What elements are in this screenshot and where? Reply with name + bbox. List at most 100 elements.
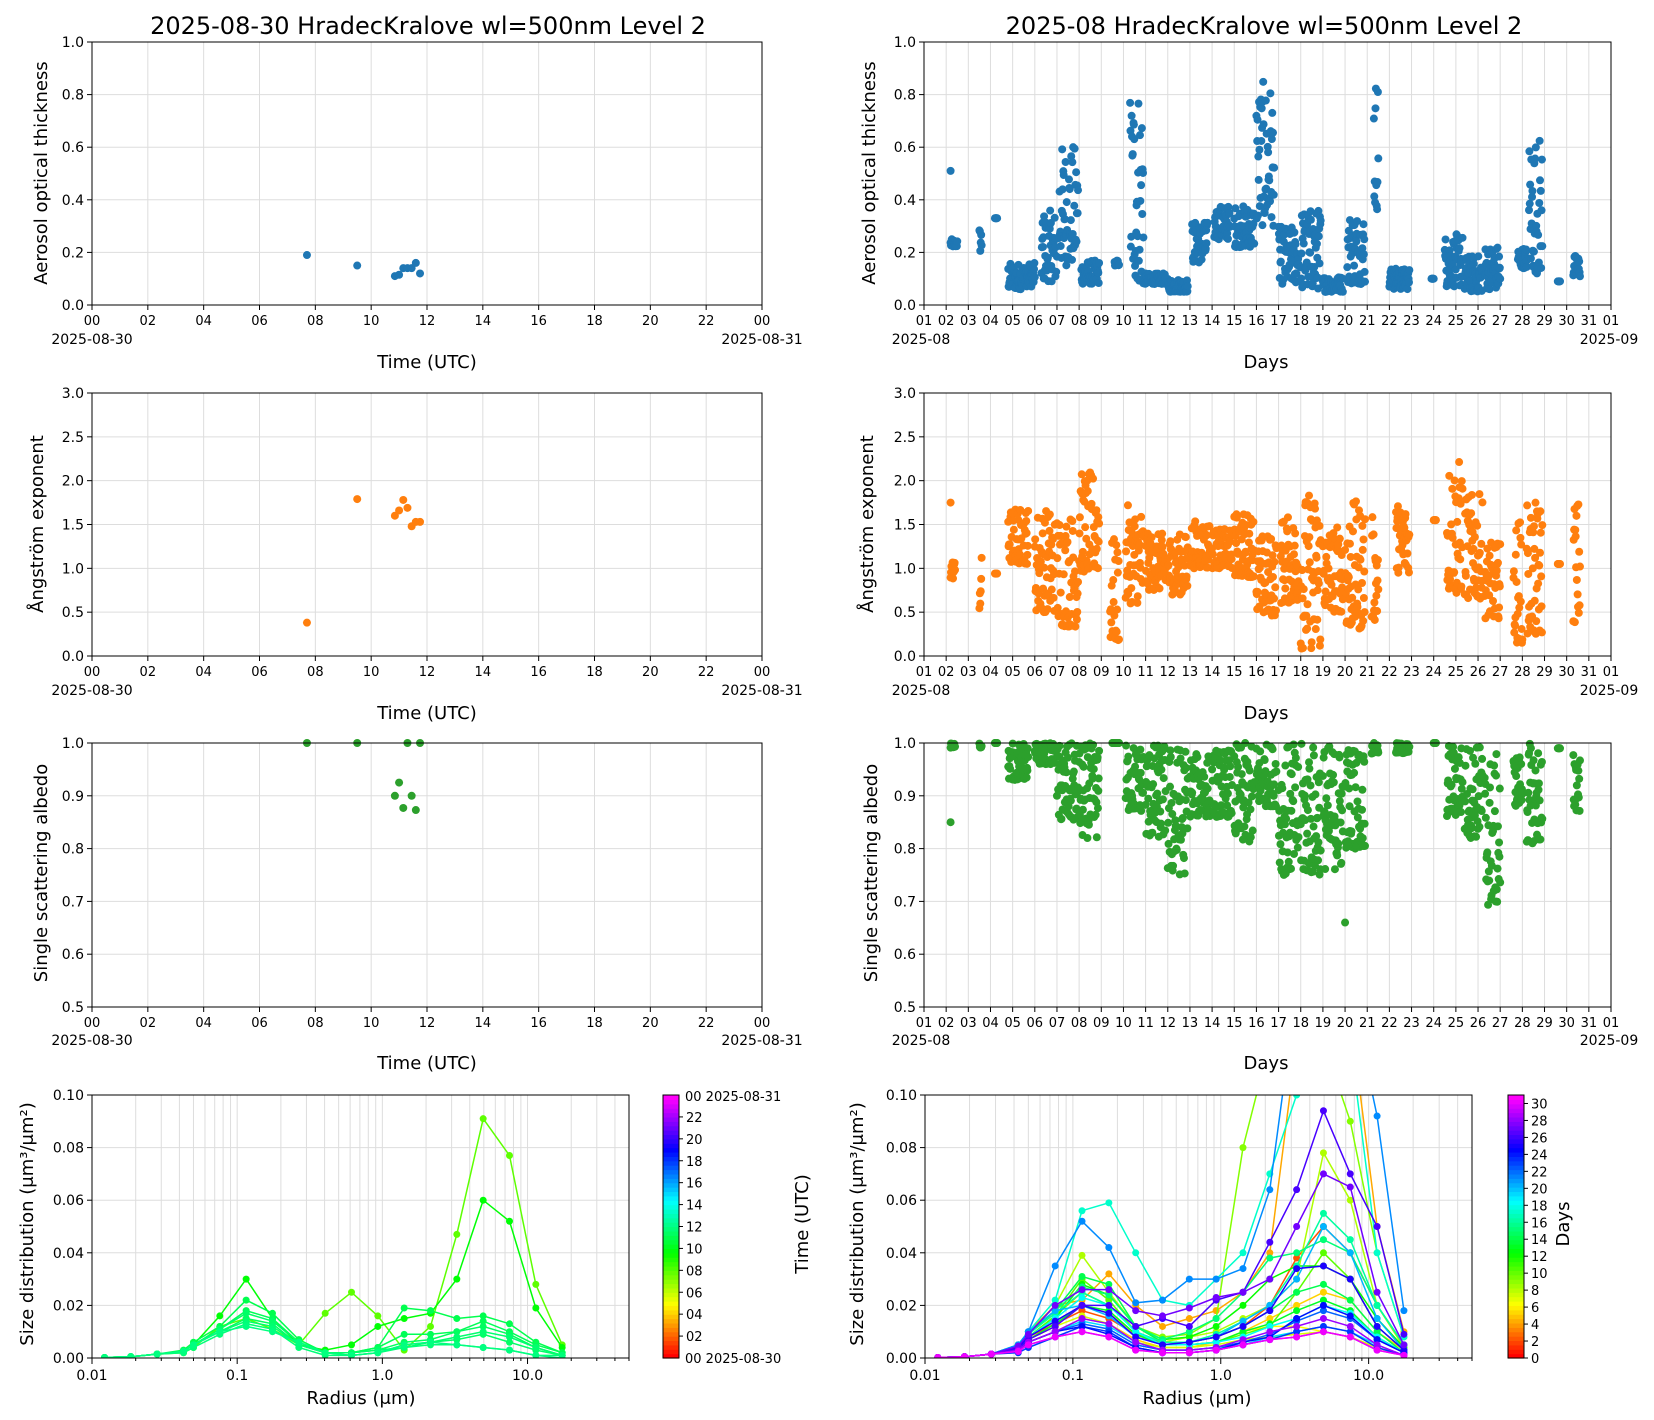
ylabel-size-month: Size distribution (μm³/μm²) xyxy=(847,1102,868,1345)
series-point xyxy=(1346,1296,1354,1304)
data-point xyxy=(1174,563,1183,572)
data-point xyxy=(1351,497,1360,506)
data-point xyxy=(1092,506,1101,515)
data-point xyxy=(1061,546,1070,555)
data-point xyxy=(1537,155,1546,164)
series-point xyxy=(479,1343,487,1351)
data-point xyxy=(416,269,425,278)
x-tick-label: 01 xyxy=(1603,1016,1620,1031)
y-tick-label: 0.08 xyxy=(886,1141,917,1157)
x-tick-label: 22 xyxy=(698,665,715,680)
data-point xyxy=(1045,510,1054,519)
colorbar-time: 02 04 06 08 10 12 14 16 18 20 22 xyxy=(662,1094,703,1359)
series-point xyxy=(1078,1301,1086,1309)
ssa_month-points xyxy=(946,739,1584,927)
colorbar-segment xyxy=(1508,1327,1524,1333)
data-point xyxy=(1070,201,1079,210)
data-point xyxy=(1225,772,1234,781)
data-point xyxy=(1360,267,1369,276)
series-point xyxy=(479,1317,487,1325)
data-point xyxy=(1511,550,1520,559)
data-point xyxy=(1457,477,1466,486)
colorbar-segment xyxy=(1508,1257,1524,1263)
data-point xyxy=(1358,834,1367,843)
data-point xyxy=(1269,190,1278,199)
x-tick-label: 23 xyxy=(1403,665,1420,680)
colorbar-tick-label: 22 xyxy=(686,1111,703,1126)
data-point xyxy=(976,587,985,596)
x-tick-label: 19 xyxy=(1315,665,1332,680)
data-point xyxy=(1283,513,1292,522)
data-point xyxy=(1347,827,1356,836)
y-tick-label: 1.0 xyxy=(62,561,84,577)
data-point xyxy=(1493,558,1502,567)
data-point xyxy=(1247,792,1256,801)
colorbar-tick-label: 16 xyxy=(686,1177,703,1192)
series-point xyxy=(532,1351,540,1358)
data-point xyxy=(1038,529,1047,538)
series-point xyxy=(1266,1275,1274,1283)
data-point xyxy=(1538,242,1547,251)
data-point xyxy=(1009,525,1018,534)
data-point xyxy=(1512,577,1521,586)
series-point xyxy=(1239,1144,1247,1152)
data-point xyxy=(1475,548,1484,557)
y-tick-label: 0.0 xyxy=(894,649,916,665)
x-tick-label: 14 xyxy=(475,314,492,329)
data-point xyxy=(1131,515,1140,524)
data-point xyxy=(1492,566,1501,575)
data-point xyxy=(1181,796,1190,805)
series-line xyxy=(937,1172,1405,1358)
data-point xyxy=(1268,745,1277,754)
data-point xyxy=(1138,209,1147,218)
data-point xyxy=(1512,772,1521,781)
series-point xyxy=(1346,1249,1354,1257)
colorbar-segment xyxy=(663,1125,679,1131)
x-tick-label: 00 xyxy=(754,665,771,680)
data-point xyxy=(1093,564,1102,573)
series-point xyxy=(453,1315,461,1323)
data-point xyxy=(1446,575,1455,584)
data-point xyxy=(1289,797,1298,806)
data-point xyxy=(1360,235,1369,244)
x-tick-label: 27 xyxy=(1492,665,1509,680)
x-tick-label: 0.01 xyxy=(909,1368,940,1384)
data-point xyxy=(1341,918,1350,927)
series-point xyxy=(1346,1333,1354,1341)
month-end-3: 2025-09 xyxy=(1580,1033,1639,1049)
data-point xyxy=(1068,158,1077,167)
data-point xyxy=(1135,131,1144,140)
series-point xyxy=(1051,1322,1059,1330)
data-point xyxy=(1188,788,1197,797)
data-point xyxy=(1072,615,1081,624)
data-point xyxy=(1257,136,1266,145)
x-tick-label: 0.1 xyxy=(226,1368,248,1384)
data-point xyxy=(1431,516,1440,525)
series-point xyxy=(506,1338,514,1346)
x-tick-label: 12 xyxy=(1160,314,1177,329)
data-point xyxy=(1448,484,1457,493)
colorbar-segment xyxy=(1508,1318,1524,1324)
colorbar-segment xyxy=(663,1322,679,1328)
data-point xyxy=(993,569,1002,578)
data-point xyxy=(1226,537,1235,546)
series-point xyxy=(1239,1288,1247,1296)
series-point xyxy=(1078,1217,1086,1225)
data-point xyxy=(1535,198,1544,207)
data-point xyxy=(1517,796,1526,805)
data-point xyxy=(1281,584,1290,593)
y-tick-label: 0.02 xyxy=(53,1298,84,1314)
data-point xyxy=(1264,148,1273,157)
x-tick-label: 15 xyxy=(1226,1016,1243,1031)
data-point xyxy=(1353,602,1362,611)
series-point xyxy=(1078,1307,1086,1315)
data-point xyxy=(1575,562,1584,571)
series-point xyxy=(558,1354,566,1358)
data-point xyxy=(1477,807,1486,816)
colorbar-segment xyxy=(1508,1208,1524,1214)
series-point xyxy=(295,1338,303,1346)
data-point xyxy=(390,791,399,800)
series-point xyxy=(1185,1315,1193,1323)
series-point xyxy=(1400,1307,1408,1315)
x-tick-label: 10 xyxy=(1115,1016,1132,1031)
